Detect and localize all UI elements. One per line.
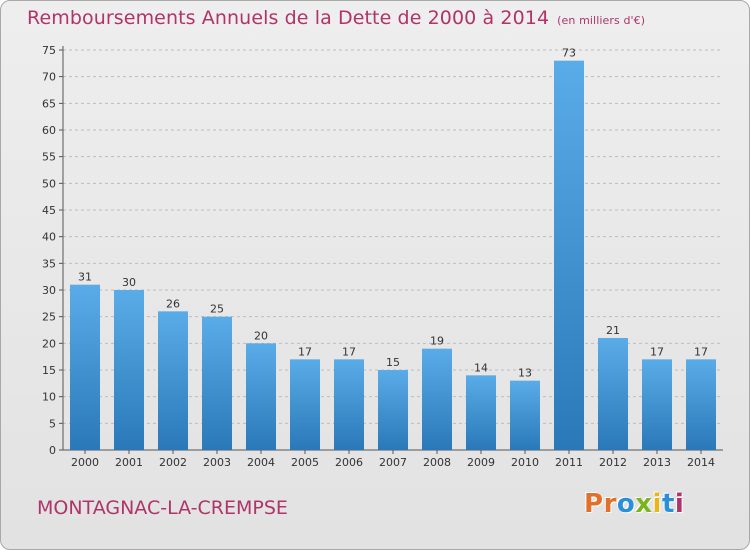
bar-2011 bbox=[554, 60, 584, 451]
bar-2012 bbox=[598, 338, 628, 450]
y-tick-label: 55 bbox=[42, 151, 56, 164]
x-tick-label-2014: 2014 bbox=[687, 456, 715, 469]
axes: 0 5 10 15 20 25 30 35 40 45 50 55 60 65 70 75 2000 2001 20… bbox=[42, 44, 723, 469]
logo-letter-2: o bbox=[616, 489, 636, 519]
bar-2009 bbox=[466, 375, 496, 450]
bar-2002 bbox=[158, 311, 188, 450]
bar-2010 bbox=[510, 380, 540, 450]
x-tick-label-2009: 2009 bbox=[467, 456, 495, 469]
bar-2004 bbox=[246, 343, 276, 450]
chart-title: Remboursements Annuels de la Dette de 20… bbox=[27, 7, 645, 29]
data-label-2008: 19 bbox=[430, 335, 444, 348]
proxiti-logo[interactable]: Proxiti bbox=[584, 489, 684, 519]
x-tick-label-2004: 2004 bbox=[247, 456, 275, 469]
x-tick-label-2011: 2011 bbox=[555, 456, 583, 469]
data-label-2010: 13 bbox=[518, 367, 532, 380]
data-label-2001: 30 bbox=[122, 276, 136, 289]
bar-2007 bbox=[378, 370, 408, 450]
data-label-2002: 26 bbox=[166, 297, 180, 310]
data-label-2005: 17 bbox=[298, 345, 312, 358]
logo-letter-6: i bbox=[674, 489, 685, 519]
x-tick-label-2013: 2013 bbox=[643, 456, 671, 469]
bar-2013 bbox=[642, 359, 672, 450]
x-tick-label-2008: 2008 bbox=[423, 456, 451, 469]
data-label-2000: 31 bbox=[78, 271, 92, 284]
y-tick-label: 40 bbox=[42, 231, 56, 244]
x-tick-label-2005: 2005 bbox=[291, 456, 319, 469]
x-tick-label-2012: 2012 bbox=[599, 456, 627, 469]
bar-2003 bbox=[202, 316, 232, 450]
data-label-2014: 17 bbox=[694, 345, 708, 358]
bar-2014 bbox=[686, 359, 716, 450]
y-tick-label: 30 bbox=[42, 284, 56, 297]
data-label-2012: 21 bbox=[606, 324, 620, 337]
logo-letter-5: t bbox=[661, 489, 675, 519]
y-tick-label: 65 bbox=[42, 97, 56, 110]
x-tick-label-2003: 2003 bbox=[203, 456, 231, 469]
x-tick-label-2002: 2002 bbox=[159, 456, 187, 469]
y-tick-label: 20 bbox=[42, 337, 56, 350]
bar-2008 bbox=[422, 348, 452, 450]
commune-name: MONTAGNAC-LA-CREMPSE bbox=[37, 497, 288, 519]
y-tick-label: 25 bbox=[42, 311, 56, 324]
chart-unit: (en milliers d'€) bbox=[557, 14, 646, 27]
y-tick-label: 5 bbox=[49, 417, 56, 430]
bar-2000 bbox=[70, 284, 100, 450]
chart-title-text: Remboursements Annuels de la Dette de 20… bbox=[27, 7, 550, 29]
x-tick-label-2006: 2006 bbox=[335, 456, 363, 469]
y-tick-label: 10 bbox=[42, 391, 56, 404]
logo-letter-1: r bbox=[603, 489, 617, 519]
logo-letter-4: i bbox=[652, 489, 662, 519]
bars: 31 30 26 25 20 17 17 15 19 14 13 73 21 17 17 bbox=[70, 47, 716, 451]
data-label-2006: 17 bbox=[342, 345, 356, 358]
logo-letter-0: P bbox=[584, 489, 604, 519]
logo-letter-3: x bbox=[635, 489, 653, 519]
y-tick-label: 35 bbox=[42, 257, 56, 270]
y-tick-label: 0 bbox=[49, 444, 56, 457]
y-tick-label: 70 bbox=[42, 71, 56, 84]
data-label-2013: 17 bbox=[650, 345, 664, 358]
y-tick-label: 45 bbox=[42, 204, 56, 217]
y-tick-label: 75 bbox=[42, 44, 56, 57]
x-tick-label-2001: 2001 bbox=[115, 456, 143, 469]
x-tick-label-2007: 2007 bbox=[379, 456, 407, 469]
data-label-2009: 14 bbox=[474, 361, 488, 374]
data-label-2007: 15 bbox=[386, 356, 400, 369]
bar-2005 bbox=[290, 359, 320, 450]
data-label-2011: 73 bbox=[562, 47, 576, 60]
x-tick-label-2010: 2010 bbox=[511, 456, 539, 469]
y-tick-label: 15 bbox=[42, 364, 56, 377]
data-label-2003: 25 bbox=[210, 303, 224, 316]
y-tick-label: 50 bbox=[42, 177, 56, 190]
data-label-2004: 20 bbox=[254, 329, 268, 342]
bar-2001 bbox=[114, 290, 144, 450]
y-tick-label: 60 bbox=[42, 124, 56, 137]
bar-2006 bbox=[334, 359, 364, 450]
x-tick-label-2000: 2000 bbox=[71, 456, 99, 469]
